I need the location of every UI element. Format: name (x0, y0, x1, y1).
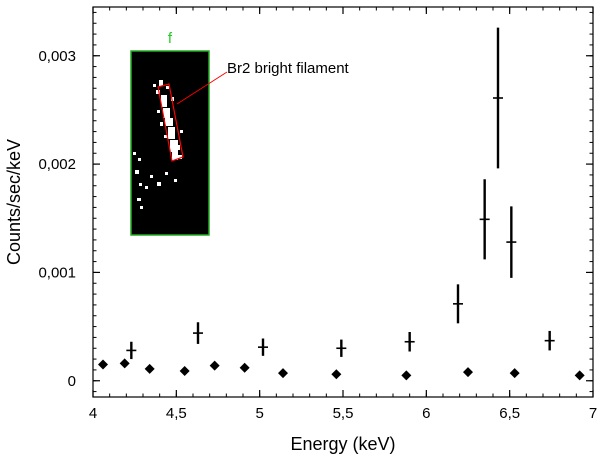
diamond-point (98, 359, 108, 370)
errorbar-point (336, 339, 347, 357)
inset-pixel (163, 108, 170, 118)
diamond-point (278, 368, 288, 379)
inset-pixel (139, 183, 142, 186)
inset-pixel (176, 145, 180, 150)
errorbar-point (506, 206, 517, 278)
inset-pixel (170, 140, 178, 152)
y-tick-label: 0,003 (38, 48, 76, 65)
errorbar-point (258, 338, 268, 356)
x-tick-label: 4,5 (166, 405, 187, 422)
y-tick-label: 0 (68, 373, 76, 390)
inset-pixel (145, 186, 148, 189)
diamond-point (119, 358, 130, 369)
inset-pixel (171, 97, 174, 101)
errorbar-point (544, 330, 555, 351)
inset-pixel (160, 122, 163, 126)
x-tick-label: 5,5 (333, 405, 354, 422)
diamond-point (574, 370, 585, 381)
errorbar-point (126, 341, 137, 360)
y-tick-label: 0,001 (38, 264, 76, 281)
inset-pixel (135, 170, 139, 174)
inset-pixel (150, 175, 153, 178)
x-tick-label: 6 (422, 405, 430, 422)
inset-pixel (140, 206, 143, 209)
diamond-point (463, 367, 473, 378)
inset-pixel (178, 155, 182, 159)
inset-pixel (157, 182, 161, 186)
inset-pixel (168, 127, 175, 139)
inset-pixel (165, 172, 168, 175)
inset-emission-pixels (133, 80, 183, 209)
diamond-point (209, 360, 220, 371)
inset-pixel (174, 179, 177, 182)
diamond-point (144, 363, 155, 374)
inset-pixel (166, 86, 169, 89)
inset-pixel (164, 135, 167, 138)
diamond-point (179, 366, 190, 376)
x-tick-label: 5 (255, 405, 263, 422)
filament-highlight-box (157, 83, 184, 162)
inset-pixel (172, 152, 178, 160)
inset-pixel (180, 130, 183, 133)
y-axis: 0 0,001 0,002 0,003 (38, 11, 593, 393)
data-marks (98, 27, 585, 381)
inset-pixel (133, 152, 136, 155)
y-axis-label: Counts/sec/keV (4, 139, 24, 265)
diamond-point (331, 369, 342, 380)
y-tick-label: 0,002 (38, 156, 76, 173)
errorbar-point (404, 332, 415, 352)
diamond-point (239, 362, 250, 373)
x-tick-label: 7 (589, 405, 597, 422)
inset-pixel (138, 158, 141, 161)
inset-pixel (153, 84, 156, 87)
inset-pixel (161, 95, 167, 107)
annotation-label: Br2 bright filament (227, 60, 350, 77)
diamond-point (509, 368, 520, 379)
inset-pixel (159, 80, 163, 86)
inset-image: f (130, 30, 210, 236)
x-axis: 4 4,5 5 5,5 6 6,5 7 (89, 7, 597, 422)
errorbar-point (453, 284, 463, 324)
inset-pixel (165, 118, 173, 126)
errorbar-point (479, 179, 490, 260)
annotation-leader-line (176, 71, 228, 105)
errorbar-point (193, 322, 203, 344)
errorbar-point (493, 27, 503, 169)
inset-pixel (157, 110, 160, 113)
x-axis-label: Energy (keV) (290, 434, 395, 454)
inset-panel-letter: f (168, 30, 173, 47)
inset-pixel (137, 198, 141, 201)
inset-pixel (156, 90, 160, 94)
x-tick-label: 4 (89, 405, 97, 422)
diamond-point (401, 370, 412, 381)
x-tick-label: 6,5 (499, 405, 520, 422)
